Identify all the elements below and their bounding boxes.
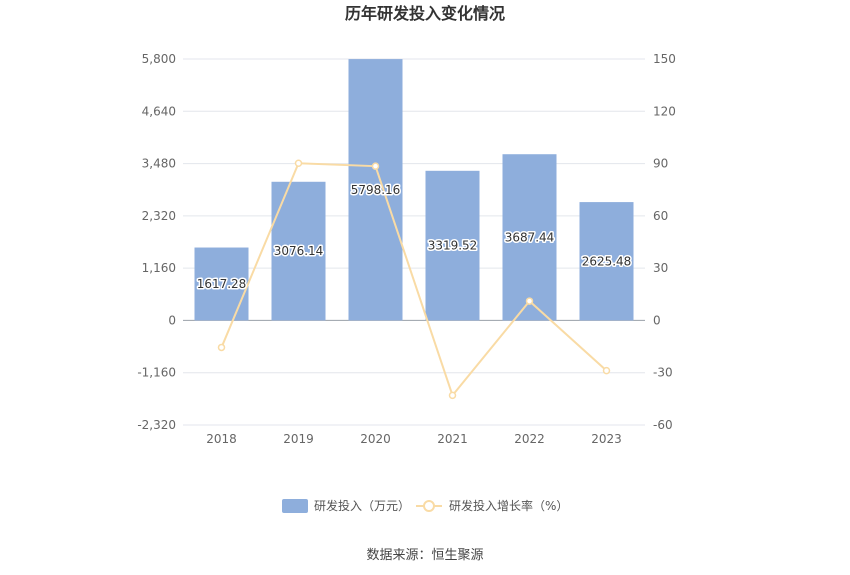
bar (579, 202, 634, 321)
left-tick-label: 0 (168, 313, 176, 327)
left-tick-label: -1,160 (137, 366, 176, 380)
bar-value-label: 5798.16 (351, 183, 401, 197)
growth-point (602, 366, 611, 375)
data-source: 数据来源：恒生聚源 (366, 548, 483, 563)
bar-value-label: 3076.14 (274, 244, 324, 258)
bar (194, 247, 249, 321)
left-tick-label: 3,480 (142, 157, 176, 171)
left-axis: -2,320 -1,160 0 1,160 2,320 3,480 4,640 5,800 (137, 52, 176, 432)
bar-value-label: 3319.52 (428, 239, 478, 253)
legend-bar-swatch (282, 499, 308, 513)
left-tick-label: -2,320 (137, 418, 176, 432)
bar-labels: 1617.28 3076.14 5798.16 3319.52 3687.44 2625.… (195, 181, 633, 292)
legend-line-marker (423, 500, 435, 512)
chart-title: 历年研发投入变化情况 (345, 4, 505, 23)
left-tick-label: 1,160 (142, 261, 176, 275)
right-tick-label: 120 (653, 104, 676, 118)
line-series (217, 159, 611, 400)
growth-point (525, 297, 534, 305)
bar (425, 170, 480, 321)
bar (502, 154, 557, 321)
bar-value-label: 1617.28 (197, 277, 247, 291)
x-tick-label: 2020 (360, 432, 391, 446)
right-tick-label: -30 (653, 366, 673, 380)
x-tick-label: 2023 (591, 432, 622, 446)
left-tick-label: 5,800 (142, 52, 176, 66)
x-tick-label: 2022 (514, 432, 545, 446)
right-axis: -60 -30 0 30 60 90 120 150 (653, 52, 676, 432)
growth-line (220, 162, 608, 398)
bar (348, 59, 403, 321)
x-tick-label: 2021 (437, 432, 468, 446)
bar-value-label: 2625.48 (582, 254, 632, 268)
grid (183, 58, 645, 426)
growth-point (294, 159, 303, 167)
left-tick-label: 2,320 (142, 209, 176, 223)
left-tick-label: 4,640 (142, 104, 176, 118)
legend: 研发投入（万元） 研发投入增长率（%） (282, 498, 568, 513)
x-tick-label: 2019 (283, 432, 314, 446)
right-tick-label: -60 (653, 418, 673, 432)
growth-point (448, 391, 457, 400)
right-tick-label: 0 (653, 313, 661, 327)
x-axis: 2018 2019 2020 2021 2022 2023 (206, 432, 622, 446)
legend-bar-label: 研发投入（万元） (314, 498, 410, 513)
right-tick-label: 30 (653, 261, 668, 275)
growth-point (371, 162, 380, 170)
right-tick-label: 90 (653, 157, 668, 171)
right-tick-label: 150 (653, 52, 676, 66)
growth-point (217, 343, 226, 352)
legend-line-label: 研发投入增长率（%） (449, 498, 568, 513)
right-tick-label: 60 (653, 209, 668, 223)
bar-value-label: 3687.44 (505, 230, 555, 244)
x-tick-label: 2018 (206, 432, 237, 446)
